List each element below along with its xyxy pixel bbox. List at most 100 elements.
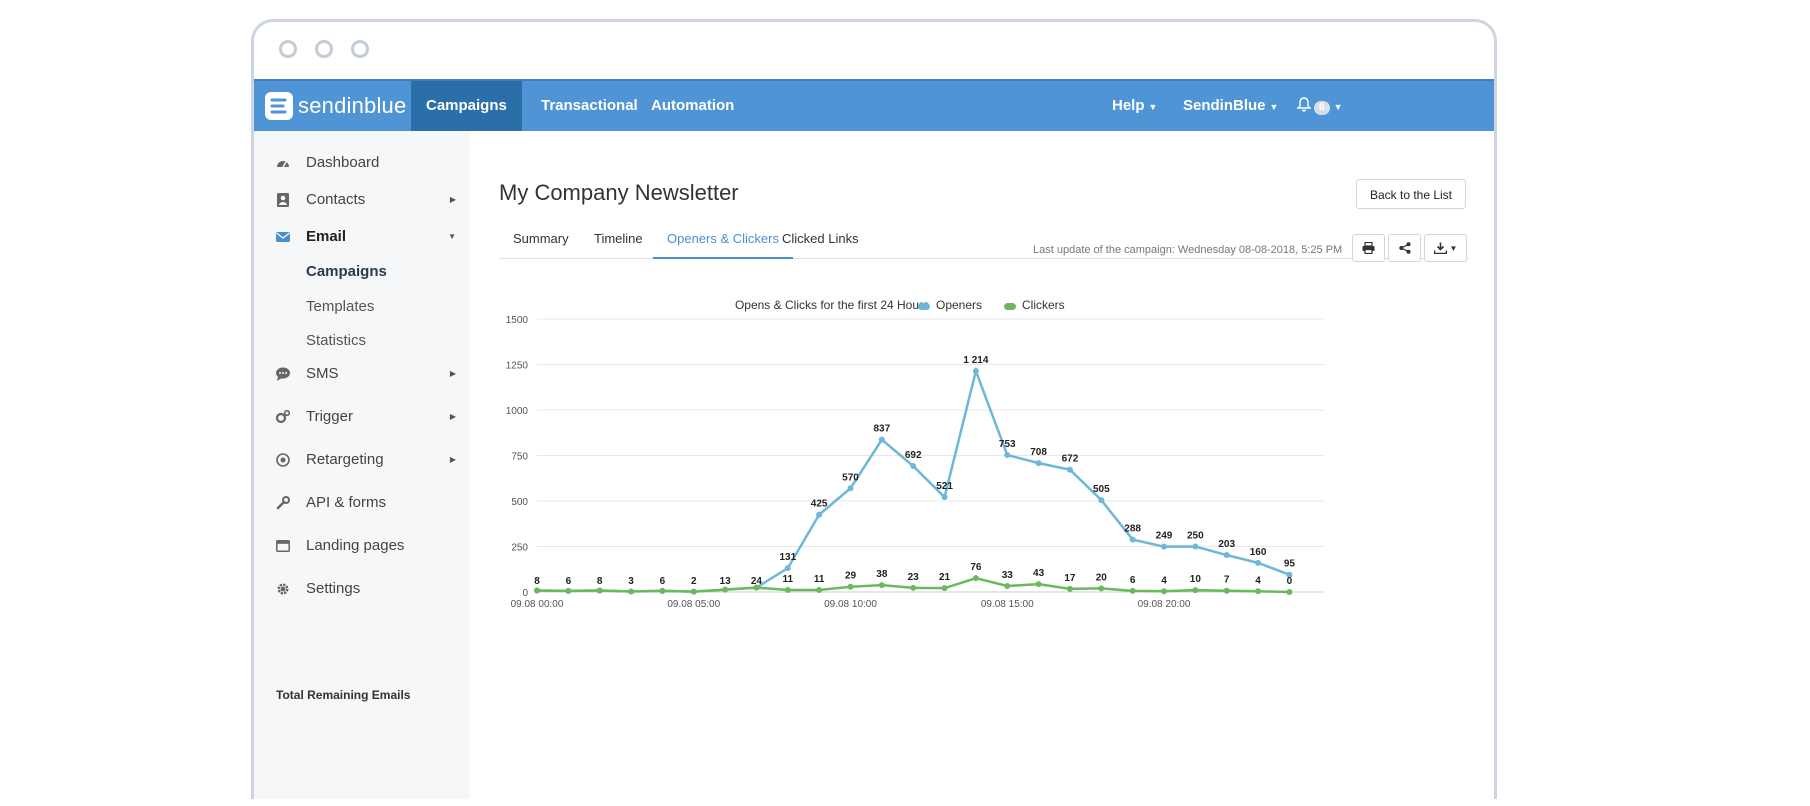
- data-point: [1286, 589, 1293, 595]
- download-menu-button[interactable]: ▼: [1424, 234, 1467, 262]
- window-minimize-dot[interactable]: [315, 40, 333, 58]
- y-tick-label: 1000: [506, 406, 529, 417]
- notifications-menu[interactable]: 6 ▼: [1296, 81, 1343, 131]
- chevron-down-icon: ▼: [1333, 102, 1343, 112]
- data-point: [596, 587, 603, 594]
- data-label: 11: [814, 574, 825, 585]
- print-icon: [1362, 242, 1375, 254]
- data-label: 38: [876, 569, 888, 580]
- sidebar-item-email[interactable]: Email ▼: [276, 225, 456, 249]
- data-point: [1035, 581, 1042, 588]
- data-label: 4: [1255, 575, 1261, 586]
- wrench-icon: [276, 496, 290, 510]
- nav-automation[interactable]: Automation: [651, 97, 735, 114]
- nav-campaigns[interactable]: Campaigns: [411, 81, 522, 131]
- browser-window: sendinblue Campaigns Transactional Autom…: [251, 19, 1497, 799]
- data-point: [910, 584, 917, 591]
- x-tick-label: 09.08 05:00: [667, 599, 720, 610]
- total-remaining-emails: Total Remaining Emails: [276, 688, 411, 702]
- logo[interactable]: sendinblue: [264, 89, 406, 123]
- data-label: 8: [534, 576, 540, 587]
- data-label: 570: [842, 472, 859, 483]
- back-to-list-button[interactable]: Back to the List: [1356, 179, 1466, 209]
- contacts-icon: [277, 193, 289, 207]
- chart-data-labels: 8 6 8 3 6 2 13 24 131 425 570 837 692 521 1 214 753 708 6…: [534, 355, 1295, 587]
- chart-title: Opens & Clicks for the first 24 Hours: [735, 298, 929, 312]
- data-label: 17: [1064, 573, 1076, 584]
- data-point: [1255, 588, 1262, 595]
- data-label: 21: [939, 572, 951, 583]
- data-label: 249: [1156, 531, 1173, 542]
- account-menu[interactable]: SendinBlue ▼: [1183, 81, 1278, 131]
- legend-marker: [918, 303, 930, 310]
- window-close-dot[interactable]: [279, 40, 297, 58]
- share-button[interactable]: [1388, 234, 1421, 262]
- data-point: [910, 463, 917, 470]
- help-menu[interactable]: Help ▼: [1112, 81, 1157, 131]
- data-point: [972, 575, 979, 582]
- chevron-right-icon: ▶: [449, 369, 456, 378]
- data-point: [1255, 559, 1262, 566]
- sidebar-item-retargeting[interactable]: Retargeting ▶: [276, 448, 456, 472]
- data-point: [1129, 587, 1136, 594]
- tab-timeline[interactable]: Timeline: [594, 231, 643, 246]
- window-maximize-dot[interactable]: [351, 40, 369, 58]
- data-point: [847, 485, 854, 492]
- x-tick-label: 09.08 20:00: [1138, 599, 1191, 610]
- chevron-down-icon: ▼: [1449, 243, 1458, 253]
- data-label: 3: [628, 576, 634, 587]
- data-point: [1035, 460, 1042, 467]
- sidebar: Dashboard Contacts ▶ Email ▼ Campaigns T…: [254, 131, 470, 799]
- data-label: 76: [970, 562, 982, 573]
- gear-icon: [277, 583, 289, 595]
- chevron-right-icon: ▶: [449, 412, 456, 421]
- sidebar-item-dashboard[interactable]: Dashboard: [276, 151, 456, 175]
- nav-transactional[interactable]: Transactional: [541, 97, 638, 114]
- help-label: Help: [1112, 97, 1145, 114]
- sidebar-item-settings[interactable]: Settings: [276, 577, 456, 601]
- tab-openers-clickers[interactable]: Openers & Clickers: [653, 226, 793, 259]
- data-label: 95: [1284, 559, 1296, 570]
- sidebar-item-label: Trigger: [306, 408, 353, 425]
- retargeting-icon: [276, 453, 290, 467]
- data-point: [565, 587, 572, 594]
- sidebar-item-label: Retargeting: [306, 451, 384, 468]
- data-point: [722, 586, 729, 593]
- data-label: 2: [691, 576, 697, 587]
- data-point: [1129, 536, 1136, 543]
- data-point: [784, 586, 791, 593]
- window-titlebar: [254, 22, 1494, 78]
- share-icon: [1398, 242, 1410, 254]
- y-tick-label: 250: [511, 543, 528, 554]
- data-label: 0: [1287, 576, 1293, 587]
- sidebar-item-landing-pages[interactable]: Landing pages: [276, 534, 456, 558]
- tab-clicked-links[interactable]: Clicked Links: [782, 231, 859, 246]
- legend-entry: Openers: [936, 298, 982, 312]
- data-point: [1098, 497, 1105, 504]
- x-tick-label: 09.08 00:00: [511, 599, 564, 610]
- data-label: 24: [751, 576, 763, 587]
- main-content: My Company Newsletter Back to the List S…: [470, 131, 1494, 799]
- data-label: 33: [1002, 570, 1014, 581]
- chart-legend[interactable]: Opens & Clicks for the first 24 Hours Op…: [735, 298, 1065, 312]
- sidebar-subitem-templates[interactable]: Templates: [306, 298, 375, 315]
- sidebar-item-sms[interactable]: SMS ▶: [276, 362, 456, 386]
- sidebar-item-trigger[interactable]: Trigger ▶: [276, 405, 456, 429]
- y-tick-label: 1500: [506, 315, 529, 326]
- sidebar-item-api-forms[interactable]: API & forms: [276, 491, 456, 515]
- data-label: 505: [1093, 484, 1110, 495]
- data-point: [1066, 466, 1073, 473]
- sidebar-item-contacts[interactable]: Contacts ▶: [276, 188, 456, 212]
- tab-summary[interactable]: Summary: [513, 231, 569, 246]
- y-tick-label: 500: [511, 497, 528, 508]
- data-point: [1192, 587, 1199, 594]
- sidebar-item-label: Dashboard: [306, 154, 380, 171]
- data-label: 288: [1124, 524, 1141, 535]
- sidebar-subitem-statistics[interactable]: Statistics: [306, 332, 367, 349]
- x-tick-label: 09.08 15:00: [981, 599, 1034, 610]
- print-button[interactable]: [1352, 234, 1385, 262]
- data-label: 521: [936, 481, 953, 492]
- data-label: 43: [1033, 568, 1045, 579]
- sidebar-subitem-campaigns[interactable]: Campaigns: [306, 263, 387, 280]
- data-point: [1161, 588, 1167, 595]
